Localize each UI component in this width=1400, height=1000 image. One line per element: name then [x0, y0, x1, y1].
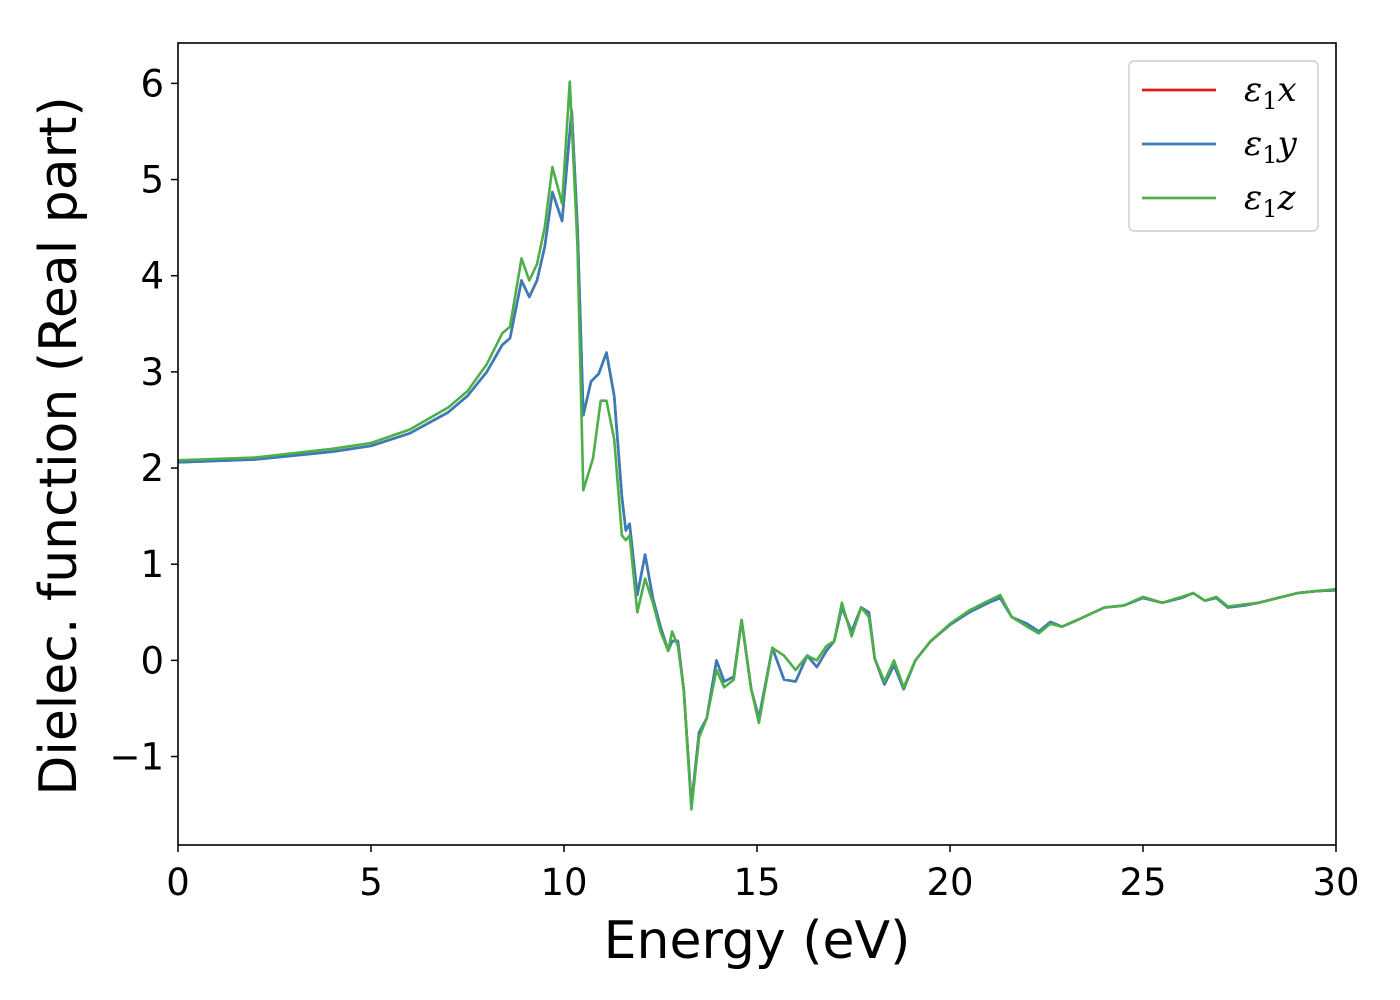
x-axis-label: Energy (eV): [604, 911, 911, 971]
y-tick-label: 5: [140, 159, 164, 202]
x-tick-label: 20: [926, 861, 973, 904]
x-axis-ticks: 0 5 10 15 20 25 30: [166, 845, 1360, 904]
plot-lines: [178, 80, 1336, 811]
x-tick-label: 25: [1119, 861, 1166, 904]
y-tick-label: 6: [140, 62, 164, 105]
y-tick-label: 1: [140, 543, 164, 586]
x-tick-label: 0: [166, 861, 190, 904]
legend-label-y: ε1y: [1244, 124, 1298, 169]
legend-label-x: ε1x: [1244, 70, 1297, 115]
x-tick-label: 5: [359, 861, 383, 904]
y-axis-ticks: −1 0 1 2 3 4 5 6: [109, 62, 178, 779]
x-tick-label: 30: [1312, 861, 1359, 904]
legend: ε1x ε1y ε1z: [1128, 60, 1319, 232]
y-tick-label: 3: [140, 351, 164, 394]
x-tick-label: 15: [733, 861, 780, 904]
y-tick-label: 0: [140, 639, 164, 682]
y-tick-label: −1: [109, 736, 164, 779]
y-axis-label: Dielec. function (Real part): [29, 96, 89, 795]
legend-label-z: ε1z: [1244, 178, 1297, 223]
x-tick-label: 10: [540, 861, 587, 904]
y-tick-label: 2: [140, 447, 164, 490]
y-tick-label: 4: [140, 255, 164, 298]
series-line-z: [178, 80, 1336, 811]
legend-box: [1128, 60, 1319, 232]
